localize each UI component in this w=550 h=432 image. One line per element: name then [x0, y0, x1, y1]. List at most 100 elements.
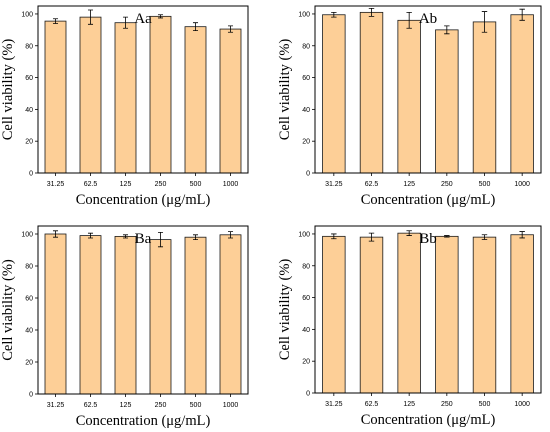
x-tick-label-ba-1: 62.5	[84, 402, 98, 409]
chart-panel-ab: 31.25 62.5 125 250 500 1000 0 20 40 60 80 100 Ab Conc…	[277, 5, 542, 208]
bar-aa-1	[79, 16, 102, 174]
x-tick-label-ba-4: 500	[190, 402, 202, 409]
error-bar-ab-1	[368, 7, 375, 17]
error-bar-bb-3	[444, 235, 450, 238]
y-tick-label-ba-1: 20	[25, 360, 33, 367]
x-tick-label-ba-2: 125	[120, 402, 132, 409]
error-bar-ab-5	[519, 8, 525, 21]
y-axis-title-ba: Cell viability (%)	[0, 259, 16, 361]
bar-aa-0	[44, 20, 67, 174]
x-tick-label-bb-2: 125	[403, 401, 415, 408]
y-tick-label-aa-2: 40	[25, 107, 33, 114]
bar-ba-4	[184, 236, 207, 395]
error-bar-ab-2	[406, 11, 412, 29]
y-tick-label-aa-0: 0	[29, 171, 33, 178]
x-tick-label-aa-4: 500	[190, 181, 202, 188]
error-bar-ab-3	[444, 25, 450, 35]
x-tick-label-ab-3: 250	[441, 181, 453, 188]
y-axis-title-aa: Cell viability (%)	[0, 39, 16, 141]
bar-bb-1	[359, 236, 384, 394]
panel-title-bb: Bb	[419, 231, 437, 247]
error-bar-ba-5	[227, 231, 234, 239]
y-tick-label-bb-0: 0	[306, 391, 310, 398]
plot-frame-bb	[314, 225, 542, 394]
error-bar-bb-5	[519, 231, 525, 239]
x-axis-title-ab: Concentration (μg/mL)	[361, 192, 496, 208]
bar-ba-0	[44, 233, 67, 395]
y-tick-label-ab-4: 80	[302, 43, 310, 50]
x-tick-label-bb-1: 62.5	[365, 401, 379, 408]
y-tick-label-bb-4: 80	[302, 263, 310, 270]
x-tick-label-bb-3: 250	[441, 401, 453, 408]
x-axis-title-ba: Concentration (μg/mL)	[76, 413, 211, 429]
y-tick-label-ab-1: 20	[302, 139, 310, 146]
y-tick-label-ab-2: 40	[302, 107, 310, 114]
error-bar-bb-1	[368, 232, 375, 242]
x-tick-label-bb-0: 31.25	[325, 401, 343, 408]
x-tick-label-ab-0: 31.25	[325, 181, 343, 188]
bar-bb-4	[472, 236, 497, 394]
y-tick-label-ba-0: 0	[29, 392, 33, 399]
x-tick-label-ba-5: 1000	[223, 402, 239, 409]
bar-ba-3	[149, 239, 172, 395]
error-bar-ab-4	[481, 11, 488, 33]
x-tick-label-bb-5: 1000	[514, 401, 530, 408]
x-tick-label-ba-3: 250	[155, 402, 167, 409]
error-bar-bb-0	[331, 233, 337, 240]
error-bar-ba-3	[157, 232, 164, 248]
y-tick-label-aa-1: 20	[25, 139, 33, 146]
y-tick-label-ba-3: 60	[25, 296, 33, 303]
y-tick-label-bb-3: 60	[302, 295, 310, 302]
bar-bb-2	[397, 232, 421, 394]
bar-ab-3	[435, 29, 459, 174]
y-tick-label-aa-4: 80	[25, 43, 33, 50]
bar-aa-4	[184, 26, 207, 174]
y-tick-label-ba-5: 100	[21, 232, 33, 239]
error-bar-bb-2	[406, 230, 412, 236]
bar-aa-2	[114, 22, 137, 174]
x-tick-label-ab-1: 62.5	[365, 181, 379, 188]
error-bar-ab-0	[331, 11, 337, 18]
x-tick-label-aa-5: 1000	[223, 181, 239, 188]
y-tick-label-bb-2: 40	[302, 327, 310, 334]
y-tick-label-bb-5: 100	[298, 231, 310, 238]
bar-bb-0	[322, 235, 346, 394]
chart-panel-ba: 31.25 62.5 125 250 500 1000 0 20 40 60 80 100 Ba Conc…	[0, 225, 249, 429]
error-bar-ba-4	[192, 234, 199, 240]
error-bar-ba-0	[52, 230, 59, 238]
y-tick-label-bb-1: 20	[302, 359, 310, 366]
x-tick-label-ab-4: 500	[479, 181, 491, 188]
panel-title-aa: Aa	[134, 11, 152, 27]
bar-ba-5	[219, 234, 242, 395]
error-bar-ba-2	[122, 234, 129, 239]
y-axis-title-bb: Cell viability (%)	[277, 259, 293, 361]
error-bar-aa-5	[227, 25, 234, 33]
bar-aa-3	[149, 15, 172, 174]
bar-ab-4	[472, 21, 497, 174]
error-bar-bb-4	[481, 234, 488, 240]
bar-bb-5	[510, 234, 534, 394]
error-bar-aa-2	[122, 16, 129, 29]
x-tick-label-ba-0: 31.25	[47, 402, 65, 409]
y-tick-label-aa-3: 60	[25, 75, 33, 82]
x-tick-label-aa-1: 62.5	[84, 181, 98, 188]
error-bar-aa-4	[192, 22, 199, 32]
x-axis-title-bb: Concentration (μg/mL)	[361, 412, 496, 428]
bar-aa-5	[219, 28, 242, 174]
x-tick-label-aa-2: 125	[120, 181, 132, 188]
bar-ba-1	[79, 235, 102, 395]
chart-panel-aa: 31.25 62.5 125 250 500 1000 0 20 40 60 80 100 Aa Conc…	[0, 5, 249, 208]
error-bar-ba-1	[87, 232, 94, 239]
x-axis-title-aa: Concentration (μg/mL)	[76, 192, 211, 208]
bar-bb-3	[435, 235, 459, 394]
y-tick-label-aa-5: 100	[21, 11, 33, 18]
bar-ab-5	[510, 14, 534, 174]
error-bar-aa-1	[87, 9, 94, 25]
plot-frame-aa	[37, 5, 249, 174]
y-tick-label-ab-5: 100	[298, 11, 310, 18]
y-tick-label-ab-3: 60	[302, 75, 310, 82]
error-bar-aa-3	[157, 14, 164, 19]
y-tick-label-ab-0: 0	[306, 171, 310, 178]
x-tick-label-ab-2: 125	[403, 181, 415, 188]
